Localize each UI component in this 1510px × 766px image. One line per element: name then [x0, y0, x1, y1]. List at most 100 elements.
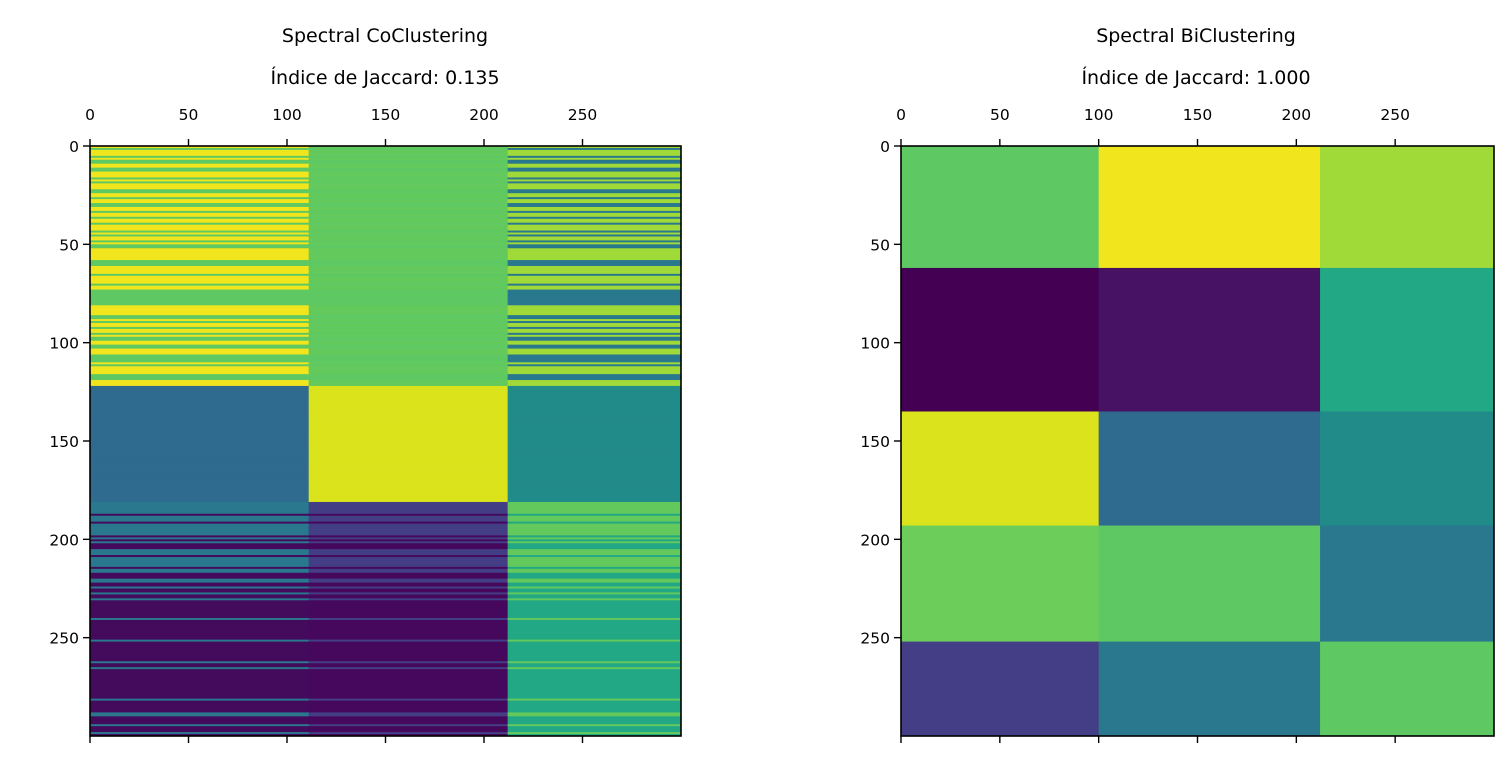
- heatmap-cell: [90, 262, 310, 265]
- heatmap-cell: [507, 248, 682, 251]
- heatmap-cell: [308, 456, 509, 460]
- heatmap-cell: [308, 153, 509, 157]
- heatmap-cell: [90, 494, 310, 497]
- heatmap-cell: [308, 669, 509, 672]
- heatmap-cell: [308, 218, 509, 222]
- heatmap-cell: [308, 307, 509, 310]
- heatmap-cell: [308, 604, 509, 607]
- heatmap-cell: [308, 374, 509, 377]
- heatmap-cell: [308, 431, 509, 434]
- heatmap-cell: [308, 250, 509, 253]
- heatmap-cell: [507, 545, 682, 548]
- heatmap-cell: [90, 515, 310, 519]
- heatmap-cell: [90, 446, 310, 450]
- heatmap-cell: [90, 535, 310, 538]
- heatmap-cell: [90, 608, 310, 611]
- heatmap-cell: [308, 718, 509, 721]
- heatmap-cell: [308, 275, 509, 279]
- heatmap-cell: [507, 431, 682, 434]
- heatmap-cell: [308, 566, 509, 570]
- heatmap-cell: [507, 228, 682, 232]
- heatmap-cell: [507, 663, 682, 666]
- heatmap-cell: [507, 639, 682, 643]
- x-tick-label: 250: [1380, 106, 1410, 124]
- heatmap-cell: [308, 289, 509, 293]
- heatmap-cell: [308, 425, 509, 428]
- heatmap-cell: [90, 393, 310, 397]
- heatmap-cell: [90, 659, 310, 662]
- x-tick-label: 50: [990, 106, 1010, 124]
- heatmap-cell: [1098, 267, 1321, 412]
- heatmap-cell: [507, 641, 682, 645]
- heatmap-cell: [90, 604, 310, 607]
- heatmap-cell: [90, 541, 310, 544]
- heatmap-cell: [507, 673, 682, 676]
- chart-title: Spectral CoClustering: [282, 25, 488, 47]
- heatmap-cell: [507, 669, 682, 672]
- heatmap-cell: [308, 319, 509, 322]
- heatmap-cell: [90, 612, 310, 615]
- heatmap-cell: [308, 265, 509, 269]
- heatmap-cell: [90, 157, 310, 161]
- x-tick-label: 200: [1282, 106, 1312, 124]
- heatmap-cell: [90, 710, 310, 713]
- heatmap-cell: [308, 183, 509, 186]
- heatmap-cell: [308, 714, 509, 717]
- heatmap-cell: [90, 399, 310, 403]
- heatmap-cell: [90, 321, 310, 324]
- heatmap-cell: [308, 555, 509, 558]
- heatmap-cell: [308, 236, 509, 239]
- heatmap-cell: [90, 641, 310, 645]
- heatmap-cell: [90, 197, 310, 200]
- heatmap-cell: [90, 702, 310, 706]
- heatmap-cells: [90, 146, 682, 737]
- heatmap-cell: [308, 175, 509, 178]
- heatmap-cell: [507, 222, 682, 226]
- heatmap-cell: [901, 411, 1100, 527]
- heatmap-cell: [507, 403, 682, 407]
- heatmap-cell: [90, 464, 310, 468]
- heatmap-cell: [507, 370, 682, 373]
- heatmap-cell: [90, 618, 310, 621]
- heatmap-cell: [90, 230, 310, 234]
- heatmap-cell: [90, 191, 310, 194]
- heatmap-cell: [308, 281, 509, 285]
- heatmap-cell: [507, 588, 682, 591]
- heatmap-cell: [90, 210, 310, 214]
- heatmap-cell: [90, 165, 310, 169]
- axis-ticks: 0 50 100 150 200 250 0 50 100 150 200 250: [49, 106, 597, 743]
- heatmap-cell: [507, 338, 682, 342]
- heatmap-cell: [90, 462, 310, 466]
- heatmap-cell: [1098, 641, 1321, 737]
- heatmap-cell: [507, 560, 682, 564]
- heatmap-cell: [90, 409, 310, 412]
- heatmap-cell: [507, 521, 682, 525]
- heatmap-cell: [90, 452, 310, 456]
- heatmap-cell: [507, 647, 682, 650]
- heatmap-cell: [507, 633, 682, 637]
- heatmap-cell: [90, 360, 310, 363]
- heatmap-cell: [308, 421, 509, 424]
- heatmap-cell: [507, 696, 682, 700]
- y-tick-label: 0: [880, 138, 890, 156]
- heatmap-cell: [507, 688, 682, 692]
- chart-title: Spectral BiClustering: [1096, 25, 1296, 47]
- heatmap-cell: [308, 334, 509, 338]
- heatmap-cell: [90, 324, 310, 328]
- heatmap-cell: [308, 206, 509, 210]
- heatmap-cell: [308, 258, 509, 261]
- heatmap-cell: [507, 281, 682, 285]
- heatmap-cell: [90, 547, 310, 550]
- heatmap-cell: [507, 637, 682, 641]
- heatmap-cell: [308, 627, 509, 631]
- heatmap-cell: [507, 450, 682, 454]
- heatmap-cell: [507, 441, 682, 444]
- heatmap-cell: [507, 604, 682, 607]
- heatmap-cell: [90, 503, 310, 507]
- heatmap-cell: [308, 728, 509, 731]
- heatmap-cell: [507, 423, 682, 426]
- heatmap-cell: [90, 444, 310, 448]
- heatmap-cell: [308, 614, 509, 617]
- heatmap-cell: [507, 724, 682, 727]
